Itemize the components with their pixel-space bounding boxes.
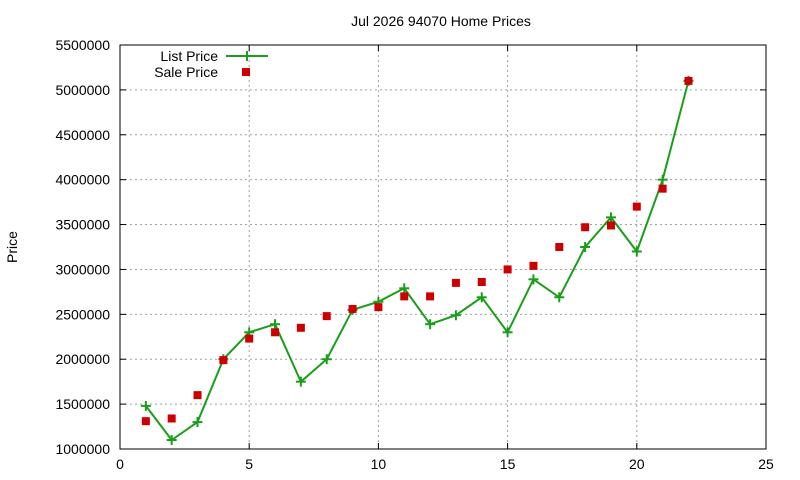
list-price-point bbox=[425, 319, 436, 330]
list-price-point bbox=[657, 174, 668, 185]
legend-item-list-price: List Price bbox=[160, 48, 268, 64]
sale-price-point bbox=[193, 391, 202, 400]
y-axis-label: Price bbox=[4, 231, 20, 263]
x-tick-label: 5 bbox=[245, 456, 253, 472]
sale-price-point bbox=[684, 76, 693, 85]
x-tick-label: 10 bbox=[371, 456, 387, 472]
sale-price-point bbox=[348, 304, 357, 313]
y-tick-label: 4000000 bbox=[55, 172, 110, 188]
sale-price-point bbox=[374, 303, 383, 312]
y-axis: 1000000 1500000 2000000 2500000 3000000 35000… bbox=[55, 37, 766, 457]
y-tick-label: 1000000 bbox=[55, 441, 110, 457]
sale-price-series bbox=[141, 76, 693, 426]
x-axis: 0 5 10 15 20 25 bbox=[116, 45, 774, 472]
list-price-point bbox=[554, 292, 565, 303]
list-price-line bbox=[145, 80, 690, 442]
list-price-point bbox=[192, 417, 203, 428]
sale-price-point bbox=[555, 243, 564, 251]
x-tick-label: 25 bbox=[758, 456, 774, 472]
y-tick-label: 3500000 bbox=[55, 217, 110, 233]
sale-price-point bbox=[400, 292, 409, 301]
sale-price-point bbox=[632, 202, 641, 211]
sale-price-point bbox=[167, 414, 176, 423]
legend-marker bbox=[242, 51, 252, 61]
list-price-point bbox=[502, 327, 513, 338]
sale-price-point bbox=[503, 265, 512, 274]
list-price-point bbox=[166, 435, 177, 446]
sale-price-point bbox=[296, 323, 305, 332]
sale-price-point bbox=[271, 328, 280, 337]
list-price-point bbox=[631, 246, 642, 257]
x-tick-label: 15 bbox=[500, 456, 516, 472]
legend-item-sale-price: Sale Price bbox=[154, 64, 250, 80]
sale-price-point bbox=[581, 223, 590, 232]
sale-price-point bbox=[606, 221, 615, 230]
list-price-point bbox=[295, 376, 306, 387]
x-tick-label: 20 bbox=[629, 456, 645, 472]
sale-price-point bbox=[477, 278, 486, 287]
y-tick-label: 2000000 bbox=[55, 351, 110, 367]
list-price-point bbox=[605, 212, 616, 223]
y-tick-label: 4500000 bbox=[55, 127, 110, 143]
y-tick-label: 3000000 bbox=[55, 261, 110, 277]
list-price-point bbox=[450, 310, 461, 321]
list-price-point bbox=[580, 242, 591, 252]
sale-price-point bbox=[245, 334, 254, 343]
sale-price-point bbox=[451, 278, 460, 287]
sale-price-point bbox=[658, 184, 667, 193]
y-tick-label: 5500000 bbox=[55, 37, 110, 53]
list-price-point bbox=[270, 319, 281, 330]
list-price-point bbox=[140, 400, 151, 411]
list-price-point bbox=[476, 292, 487, 303]
sale-price-point bbox=[141, 417, 150, 426]
legend-label: Sale Price bbox=[154, 64, 218, 80]
list-price-point bbox=[528, 274, 539, 285]
y-tick-label: 2500000 bbox=[55, 306, 110, 322]
sale-price-point bbox=[529, 261, 538, 270]
y-tick-label: 5000000 bbox=[55, 82, 110, 98]
list-price-point bbox=[321, 354, 332, 365]
sale-price-point bbox=[219, 356, 228, 365]
sale-price-point bbox=[322, 312, 331, 321]
legend-marker bbox=[242, 68, 250, 76]
plot-series bbox=[140, 75, 694, 446]
chart-title: Jul 2026 94070 Home Prices bbox=[351, 13, 531, 29]
y-tick-label: 1500000 bbox=[55, 396, 110, 412]
legend-label: List Price bbox=[160, 48, 218, 64]
sale-price-point bbox=[426, 292, 435, 301]
plot-area-border bbox=[119, 44, 767, 450]
x-tick-label: 0 bbox=[116, 456, 124, 472]
list-price-point bbox=[399, 283, 410, 294]
